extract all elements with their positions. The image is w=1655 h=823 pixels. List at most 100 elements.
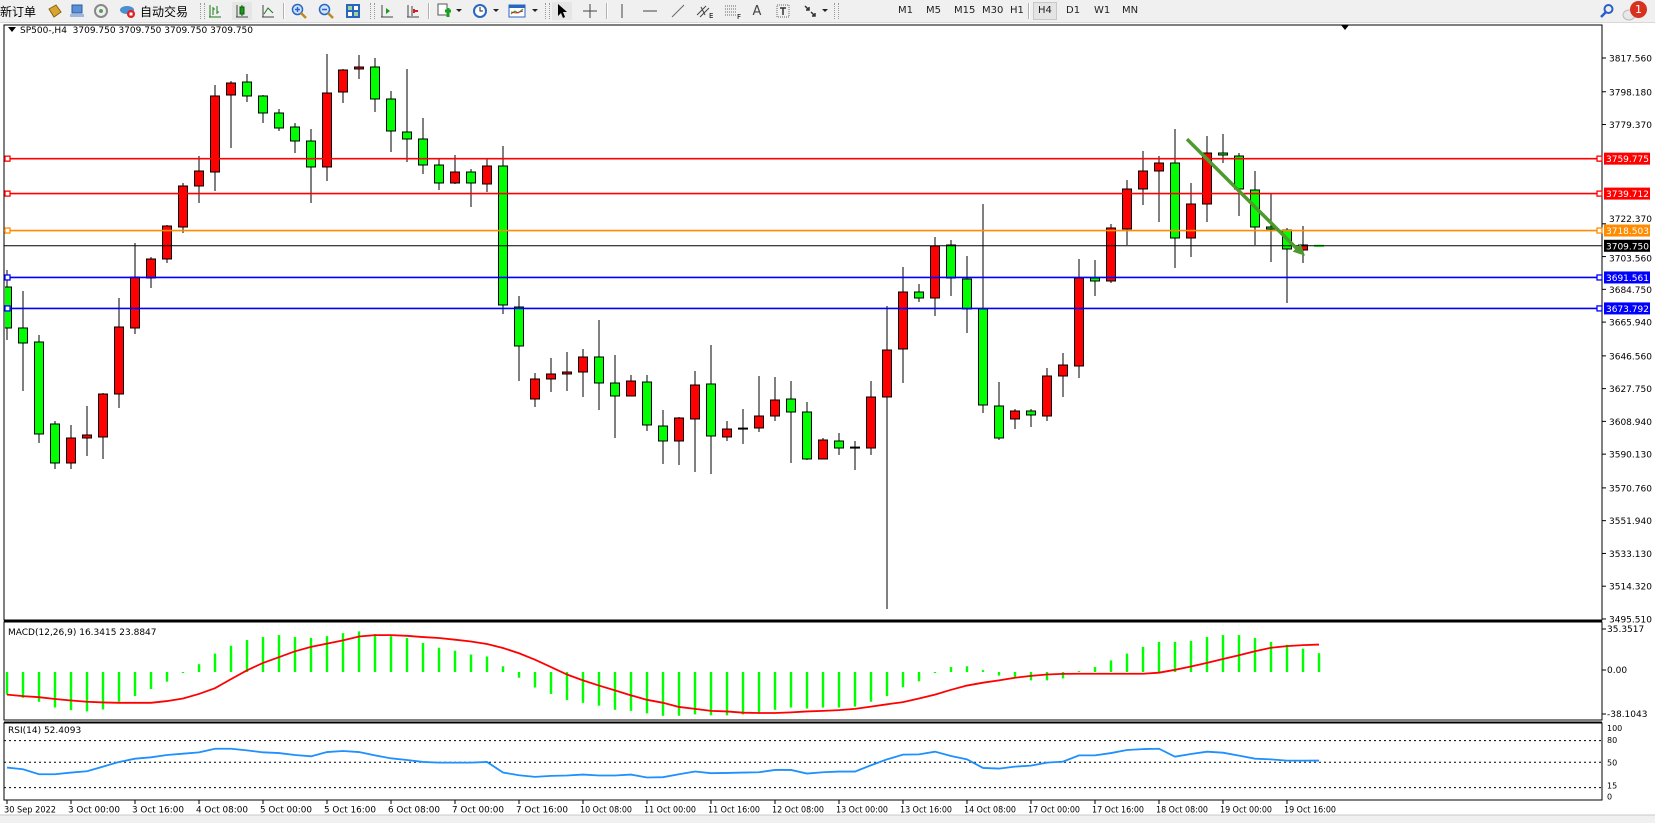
candle[interactable] bbox=[50, 421, 60, 469]
zoom-out-icon[interactable] bbox=[316, 2, 336, 20]
level-handle[interactable] bbox=[1596, 227, 1603, 234]
chart-shift-icon[interactable] bbox=[377, 2, 397, 20]
toolbar-grip[interactable] bbox=[834, 3, 839, 19]
periods-dropdown-icon[interactable] bbox=[493, 9, 499, 12]
horizontal-line-icon[interactable] bbox=[640, 2, 660, 20]
candle[interactable] bbox=[530, 372, 540, 407]
autoscroll-icon[interactable] bbox=[403, 2, 423, 20]
arrows-icon[interactable] bbox=[800, 2, 820, 20]
candle[interactable] bbox=[98, 392, 108, 459]
candle[interactable] bbox=[1170, 128, 1180, 268]
level-handle[interactable] bbox=[4, 190, 11, 197]
timeframe-m30-button[interactable]: M30 bbox=[982, 5, 1004, 16]
candle[interactable] bbox=[914, 283, 924, 302]
trend-arrow-line[interactable] bbox=[1185, 137, 1299, 251]
candle[interactable] bbox=[1010, 409, 1020, 429]
candle[interactable] bbox=[546, 358, 556, 393]
candle[interactable] bbox=[514, 295, 524, 381]
level-handle[interactable] bbox=[4, 227, 11, 234]
candle[interactable] bbox=[626, 375, 636, 397]
candle[interactable] bbox=[1058, 353, 1068, 398]
level-handle[interactable] bbox=[4, 274, 11, 281]
candle[interactable] bbox=[1026, 409, 1036, 427]
candle[interactable] bbox=[258, 94, 268, 123]
signals-icon[interactable] bbox=[92, 2, 110, 20]
candle[interactable] bbox=[770, 377, 780, 422]
candle[interactable] bbox=[754, 375, 764, 432]
candle[interactable] bbox=[450, 155, 460, 184]
candle[interactable] bbox=[674, 416, 684, 466]
folder-icon[interactable] bbox=[46, 2, 64, 20]
line-chart-icon[interactable] bbox=[259, 2, 277, 20]
timeframe-m15-button[interactable]: M15 bbox=[954, 5, 976, 16]
text-icon[interactable]: A bbox=[752, 3, 762, 19]
level-handle[interactable] bbox=[4, 155, 11, 162]
candle[interactable] bbox=[226, 80, 236, 149]
notification-badge[interactable]: 1 bbox=[1630, 1, 1647, 18]
candle[interactable] bbox=[706, 344, 716, 474]
toolbar-grip[interactable] bbox=[200, 3, 205, 19]
crosshair-icon[interactable] bbox=[580, 2, 600, 20]
toolbar-grip[interactable] bbox=[370, 3, 375, 19]
level-handle[interactable] bbox=[1596, 190, 1603, 197]
candle[interactable] bbox=[466, 168, 476, 207]
candle[interactable] bbox=[418, 117, 428, 174]
market-watch-icon[interactable] bbox=[68, 2, 86, 20]
candle[interactable] bbox=[210, 84, 220, 191]
periods-icon[interactable] bbox=[470, 2, 490, 20]
bar-chart-icon[interactable] bbox=[206, 2, 224, 20]
candle[interactable] bbox=[290, 122, 300, 154]
candle[interactable] bbox=[834, 433, 844, 456]
candle[interactable] bbox=[594, 319, 604, 410]
candle[interactable] bbox=[306, 128, 316, 203]
candle[interactable] bbox=[722, 421, 732, 441]
templates-icon[interactable] bbox=[506, 2, 528, 20]
candle[interactable] bbox=[434, 158, 444, 190]
trendline-icon[interactable] bbox=[668, 2, 688, 20]
candle[interactable] bbox=[658, 409, 668, 464]
level-handle[interactable] bbox=[4, 305, 11, 312]
candle[interactable] bbox=[882, 305, 892, 610]
candle[interactable] bbox=[1138, 150, 1148, 205]
arrows-dropdown-icon[interactable] bbox=[822, 9, 828, 12]
chart-shift-marker-icon[interactable] bbox=[1341, 25, 1349, 30]
candle[interactable] bbox=[34, 334, 44, 444]
candle[interactable] bbox=[1154, 155, 1164, 222]
zoom-in-icon[interactable] bbox=[289, 2, 309, 20]
indicators-dropdown-icon[interactable] bbox=[456, 9, 462, 12]
timeframe-m1-button[interactable]: M1 bbox=[898, 5, 913, 16]
candle[interactable] bbox=[66, 424, 76, 469]
candle[interactable] bbox=[322, 53, 332, 181]
search-icon[interactable] bbox=[1598, 2, 1616, 20]
text-label-icon[interactable] bbox=[774, 2, 792, 20]
templates-dropdown-icon[interactable] bbox=[532, 9, 538, 12]
candle[interactable] bbox=[402, 68, 412, 162]
arrow-head-icon[interactable] bbox=[1292, 243, 1305, 256]
candle[interactable] bbox=[386, 90, 396, 152]
candle[interactable] bbox=[562, 351, 572, 391]
timeframe-w1-button[interactable]: W1 bbox=[1094, 5, 1111, 16]
cursor-icon[interactable] bbox=[552, 2, 572, 20]
toolbar-grip[interactable] bbox=[545, 3, 550, 19]
timeframe-h1-button[interactable]: H1 bbox=[1010, 5, 1024, 16]
candle[interactable] bbox=[866, 380, 876, 456]
candle[interactable] bbox=[194, 155, 204, 203]
candle[interactable] bbox=[242, 73, 252, 102]
timeframe-mn-button[interactable]: MN bbox=[1122, 5, 1139, 16]
candle[interactable] bbox=[1186, 182, 1196, 257]
level-handle[interactable] bbox=[1596, 274, 1603, 281]
tile-windows-icon[interactable] bbox=[343, 2, 363, 20]
candle[interactable] bbox=[802, 401, 812, 461]
candle[interactable] bbox=[370, 58, 380, 112]
indicators-icon[interactable] bbox=[434, 2, 454, 20]
auto-trading-label[interactable]: 自动交易 bbox=[140, 4, 189, 19]
candle[interactable] bbox=[994, 382, 1004, 440]
candle[interactable] bbox=[898, 266, 908, 383]
candlestick-icon[interactable] bbox=[232, 2, 252, 20]
candle[interactable] bbox=[786, 380, 796, 463]
candle[interactable] bbox=[338, 68, 348, 103]
candle[interactable] bbox=[610, 355, 620, 439]
level-handle[interactable] bbox=[1596, 155, 1603, 162]
auto-trading-icon[interactable] bbox=[118, 2, 138, 20]
